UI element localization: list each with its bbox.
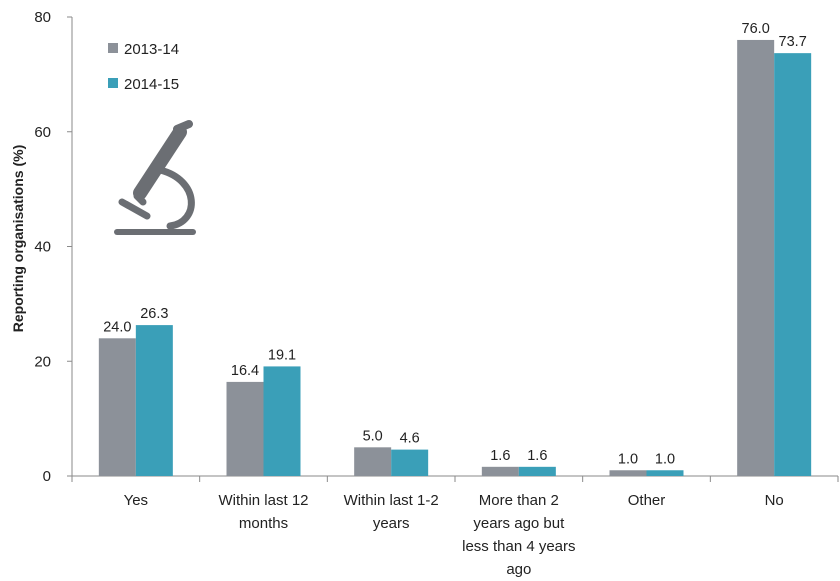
bars (98, 39, 812, 477)
category-label: No (765, 492, 784, 509)
data-label: 16.4 (231, 363, 259, 379)
category-label: More than 2 (479, 492, 559, 509)
category-label: Other (628, 492, 666, 509)
category-label: Within last 1-2 (344, 492, 439, 509)
bar-2014-15-3 (391, 449, 429, 476)
y-tick-label: 60 (34, 124, 51, 141)
y-tick-label: 40 (34, 239, 51, 256)
data-label: 1.6 (527, 448, 547, 464)
category-label: Yes (124, 492, 148, 509)
microscope-icon (114, 120, 196, 235)
data-label: 1.0 (618, 451, 638, 467)
bar-2014-15-2 (263, 366, 301, 476)
legend-swatch-2013-14 (108, 43, 118, 53)
data-label: 4.6 (400, 431, 420, 447)
category-label: years (373, 515, 410, 532)
legend-swatch-2014-15 (108, 78, 118, 88)
y-tick-label: 20 (34, 353, 51, 370)
category-label: years ago but (473, 515, 565, 532)
y-axis-title: Reporting organisations (%) (10, 145, 26, 332)
y-axis: 0 20 40 60 80 Reporting organisations (%) (10, 9, 73, 485)
bar-2014-15-4 (518, 466, 556, 476)
legend: 2013-14 2014-15 (108, 41, 179, 93)
data-label: 73.7 (779, 34, 807, 50)
bar-2013-14-4 (481, 466, 519, 476)
data-label: 24.0 (103, 319, 131, 335)
category-labels: Yes Within last 12 months Within last 1-2 ye… (124, 492, 784, 578)
bar-2013-14-5 (609, 470, 647, 476)
x-axis (67, 475, 839, 482)
data-label: 76.0 (742, 21, 770, 37)
legend-label-2013-14: 2013-14 (124, 41, 179, 58)
category-label: ago (506, 561, 531, 578)
y-tick-label: 0 (43, 468, 51, 485)
data-label: 1.0 (655, 451, 675, 467)
bar-2013-14-6 (737, 39, 775, 476)
legend-label-2014-15: 2014-15 (124, 76, 179, 93)
bar-2013-14-2 (226, 381, 264, 476)
data-labels: 24.0 16.4 5.0 1.6 1.0 76.0 26.3 19.1 4.6 1.6 1.0 73… (103, 21, 807, 467)
y-tick-label: 80 (34, 9, 51, 26)
category-label: Within last 12 (218, 492, 308, 509)
bar-2014-15-5 (646, 470, 684, 476)
data-label: 19.1 (268, 347, 296, 363)
data-label: 26.3 (140, 306, 168, 322)
bar-2014-15-1 (135, 325, 173, 476)
data-label: 5.0 (363, 428, 383, 444)
category-label: months (239, 515, 288, 532)
data-label: 1.6 (490, 448, 510, 464)
bar-2013-14-1 (98, 338, 136, 476)
category-label: less than 4 years (462, 538, 575, 555)
bar-2013-14-3 (354, 447, 392, 476)
bar-2014-15-6 (774, 53, 812, 477)
